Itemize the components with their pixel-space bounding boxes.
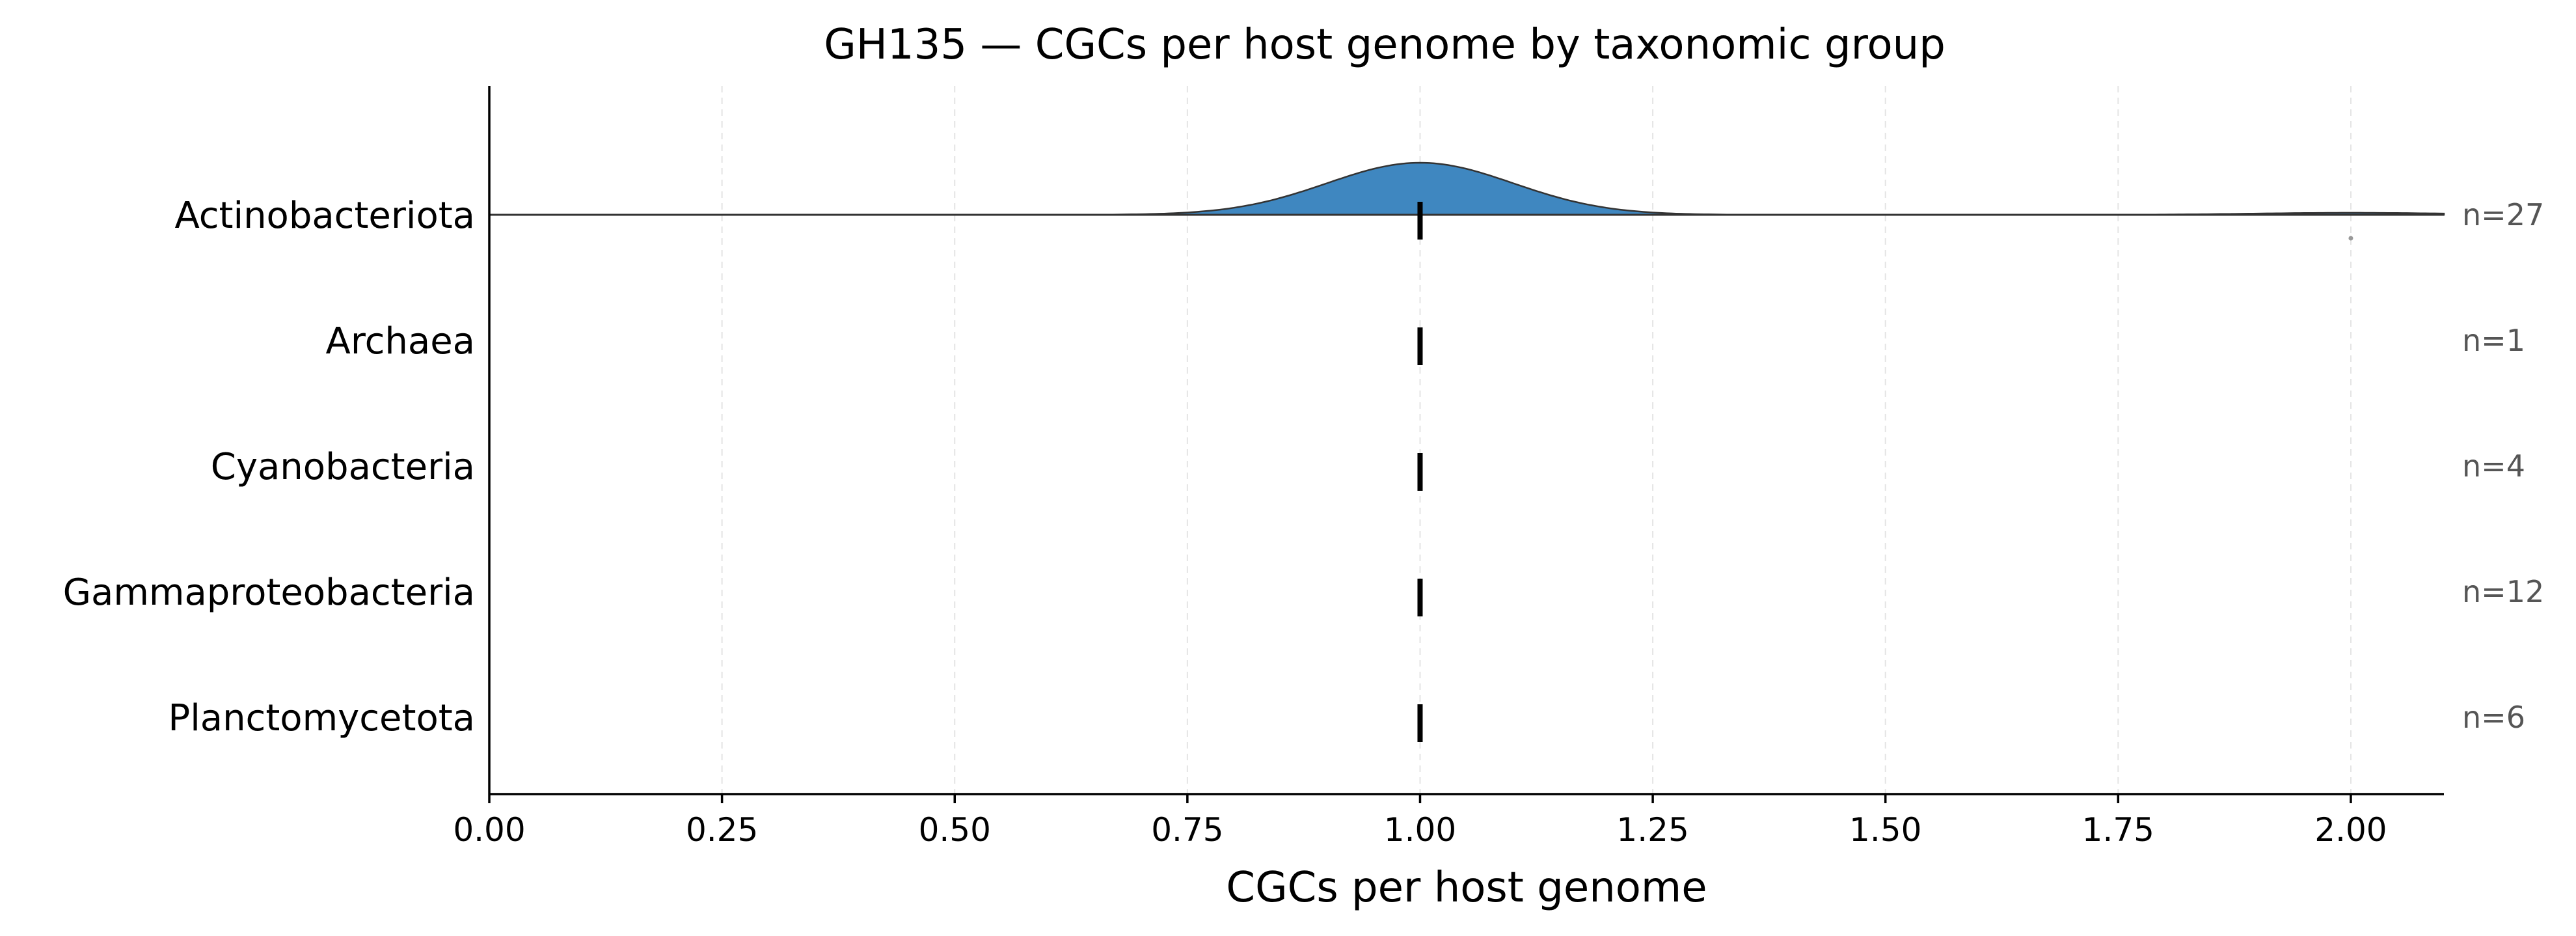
x-ticks: 0.00 0.25 0.50 0.75 1.00 1.25 1.50 1.75 2.00 xyxy=(453,794,2387,849)
y-tick-labels: Actinobacteriota Archaea Cyanobacteria Gamm… xyxy=(63,195,475,739)
y-tick-label: Gammaproteobacteria xyxy=(63,571,475,614)
ridges xyxy=(489,161,2445,742)
outlier-point xyxy=(2348,236,2353,241)
y-tick-label: Cyanobacteria xyxy=(211,446,475,488)
x-tick-label: 0.00 xyxy=(453,811,525,849)
y-tick-label: Planctomycetota xyxy=(168,697,475,739)
group-count-label: n=1 xyxy=(2462,323,2525,358)
x-tick-label: 1.75 xyxy=(2082,811,2154,849)
group-count-label: n=27 xyxy=(2462,197,2544,232)
x-tick-label: 2.00 xyxy=(2314,811,2387,849)
group-count-label: n=6 xyxy=(2462,700,2525,735)
group-counts: n=27 n=1 n=4 n=12 n=6 xyxy=(2462,197,2544,735)
chart-title: GH135 — CGCs per host genome by taxonomi… xyxy=(824,21,1946,69)
x-tick-label: 0.75 xyxy=(1151,811,1223,849)
x-axis-label: CGCs per host genome xyxy=(1226,864,1707,912)
y-tick-label: Actinobacteriota xyxy=(174,195,475,237)
density-ridge xyxy=(489,161,2445,216)
x-tick-label: 1.00 xyxy=(1384,811,1456,849)
group-count-label: n=4 xyxy=(2462,448,2525,484)
x-tick-label: 1.25 xyxy=(1616,811,1688,849)
x-tick-label: 0.25 xyxy=(686,811,758,849)
x-tick-label: 0.50 xyxy=(919,811,991,849)
y-tick-label: Archaea xyxy=(326,320,475,363)
group-count-label: n=12 xyxy=(2462,574,2544,609)
x-tick-label: 1.50 xyxy=(1849,811,1921,849)
